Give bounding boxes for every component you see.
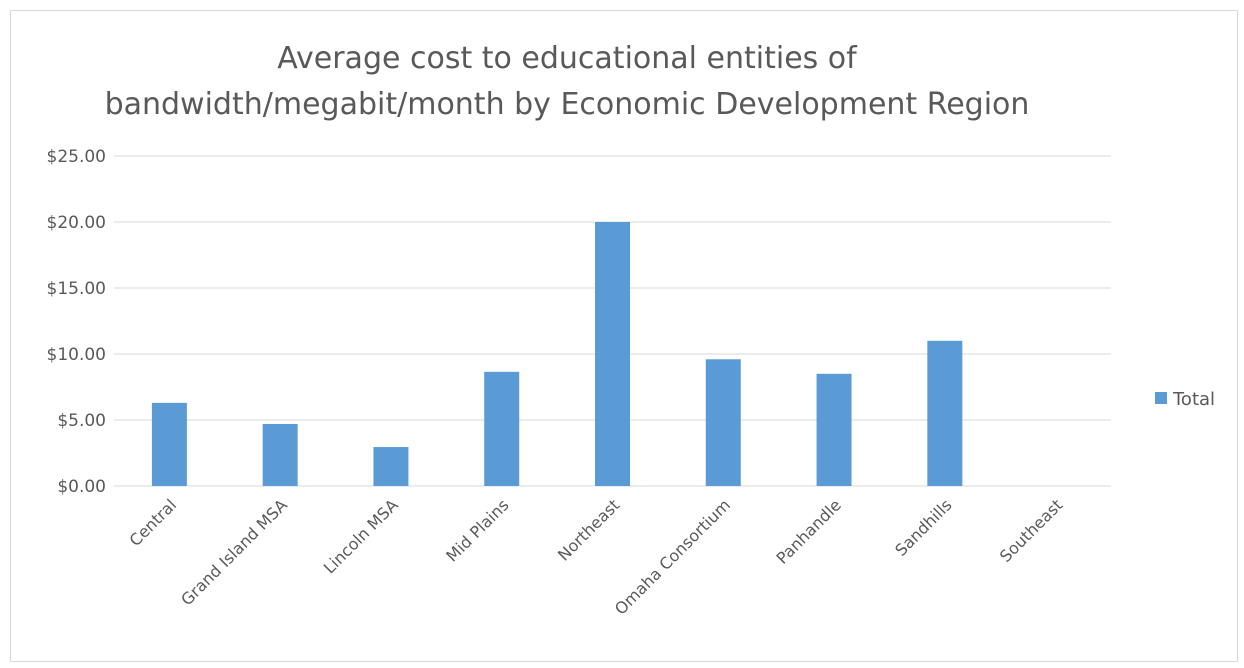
x-category-label: Southeast: [996, 495, 1067, 566]
x-category-label: Mid Plains: [442, 495, 512, 565]
x-category-label: Lincoln MSA: [320, 495, 402, 577]
x-category-label: Northeast: [554, 495, 623, 564]
bars: [151, 222, 963, 486]
y-tick-label: $0.00: [57, 477, 106, 497]
chart-title-line-2: bandwidth/megabit/month by Economic Deve…: [105, 87, 1030, 122]
bar: [262, 423, 298, 486]
bar: [484, 371, 520, 486]
y-tick-label: $10.00: [47, 345, 106, 365]
chart-title-line-1: Average cost to educational entities of: [277, 41, 858, 76]
bar: [927, 340, 963, 486]
legend-swatch-total: [1155, 392, 1167, 404]
legend: Total: [1155, 389, 1215, 410]
y-tick-label: $15.00: [47, 279, 106, 299]
bar: [373, 447, 409, 486]
x-category-label: Panhandle: [772, 495, 844, 567]
y-tick-label: $5.00: [57, 411, 106, 431]
y-axis-ticks: $0.00 $5.00 $10.00 $15.00 $20.00 $25.00: [47, 147, 106, 497]
x-category-label: Grand Island MSA: [177, 495, 291, 609]
y-tick-label: $20.00: [47, 213, 106, 233]
x-category-label: Omaha Consortium: [611, 495, 734, 618]
chart-area: Average cost to educational entities of …: [10, 10, 1238, 662]
x-category-label: Sandhills: [891, 495, 955, 559]
legend-label-total: Total: [1172, 389, 1215, 410]
bar: [816, 373, 852, 486]
bar: [595, 222, 630, 486]
bar: [705, 359, 741, 486]
bar-chart: Average cost to educational entities of …: [47, 41, 1216, 619]
x-category-label: Central: [126, 495, 181, 550]
bar: [151, 402, 187, 486]
y-tick-label: $25.00: [47, 147, 106, 167]
